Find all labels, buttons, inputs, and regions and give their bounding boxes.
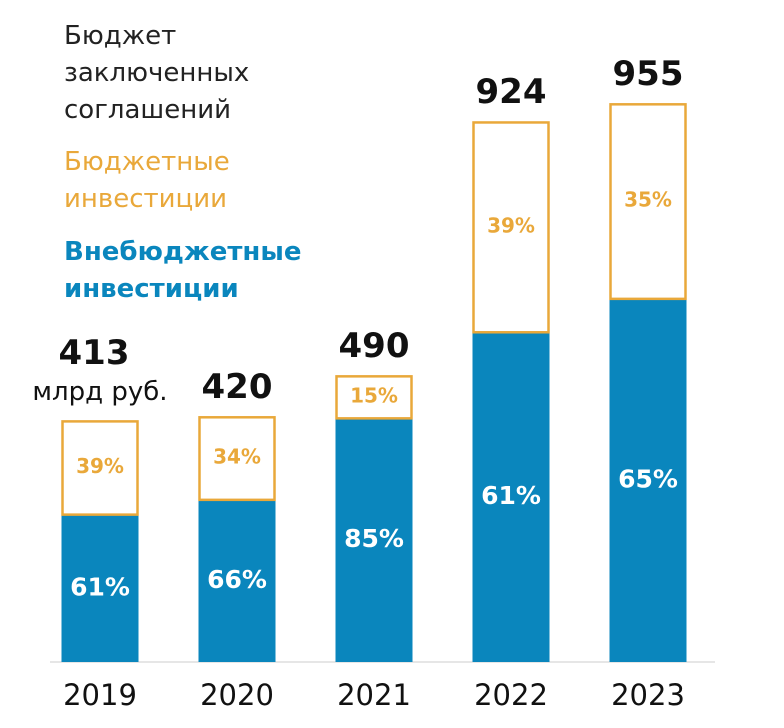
segment-label: 35% [624, 188, 672, 212]
segment-label: 39% [487, 213, 535, 237]
x-tick-label: 2021 [337, 678, 411, 712]
total-label: 420 [202, 367, 273, 407]
x-tick-label: 2022 [474, 678, 548, 712]
x-tick-label: 2023 [611, 678, 685, 712]
total-label: 924 [476, 72, 547, 112]
legend-offbudget: Внебюджетные инвестиции [64, 237, 302, 304]
segment-label: 61% [70, 572, 130, 601]
bar-segment [61, 514, 139, 662]
bar-segment [609, 298, 687, 662]
bar-segment [61, 420, 139, 516]
segment-label: 65% [618, 464, 678, 493]
total-label: 955 [613, 54, 684, 94]
legend-budget: Бюджетные инвестиции [64, 147, 230, 214]
segment-label: 39% [76, 454, 124, 478]
bar-segment [335, 375, 413, 420]
segment-label: 66% [207, 565, 267, 594]
bar-segment [198, 416, 276, 502]
segment-label: 34% [213, 445, 261, 469]
x-tick-label: 2020 [200, 678, 274, 712]
bar-segment [609, 103, 687, 301]
legend-total: Бюджет заключенных соглашений [64, 21, 250, 125]
segment-label: 85% [344, 524, 404, 553]
segment-label: 61% [481, 481, 541, 510]
x-tick-label: 2019 [63, 678, 137, 712]
total-label: 490 [339, 326, 410, 366]
bar-segment [472, 332, 550, 662]
segment-label: 15% [350, 383, 398, 407]
bar-segment [335, 418, 413, 662]
bar-segment [472, 121, 550, 334]
unit-label: млрд руб. [32, 377, 167, 407]
bar-segment [198, 499, 276, 662]
total-label: 413 [59, 333, 130, 373]
